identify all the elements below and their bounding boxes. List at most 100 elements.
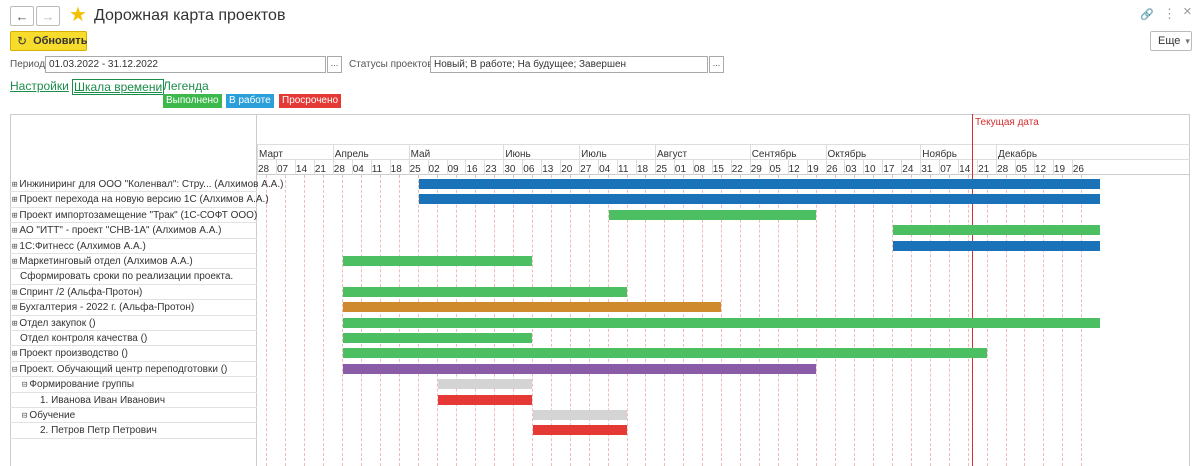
- day-label: 19: [807, 164, 819, 175]
- task-name: 1С:Фитнесс (Алхимов А.А.): [19, 240, 146, 252]
- header-divider: [257, 159, 1190, 160]
- task-name: Инжиниринг для ООО "Коленвал": Стру... (…: [19, 179, 284, 190]
- expand-toggle-icon[interactable]: ⊞: [12, 303, 18, 314]
- day-separator: [636, 159, 637, 175]
- status-field[interactable]: Новый; В работе; На будущее; Завершен: [430, 56, 708, 73]
- day-label: 30: [504, 164, 516, 175]
- task-row-label[interactable]: ⊞ Маркетинговый отдел (Алхимов А.А.): [12, 254, 193, 269]
- expand-toggle-icon[interactable]: ⊞: [12, 195, 18, 206]
- task-row-label[interactable]: ⊟ Обучение: [22, 408, 75, 423]
- chevron-down-icon: ▾: [1185, 35, 1190, 46]
- task-list-column: [10, 114, 257, 466]
- expand-toggle-icon[interactable]: ⊞: [12, 180, 18, 190]
- day-label: 11: [371, 164, 383, 175]
- month-separator: [503, 144, 505, 159]
- day-separator: [977, 159, 979, 175]
- expand-toggle-icon[interactable]: ⊟: [12, 364, 18, 375]
- task-row-label[interactable]: Отдел контроля качества (): [20, 331, 147, 346]
- day-separator: [484, 159, 486, 175]
- expand-toggle-icon[interactable]: ⊞: [12, 287, 18, 298]
- task-row-label[interactable]: ⊞ АО "ИТТ" - проект "СНВ-1А" (Алхимов А.А…: [12, 223, 222, 238]
- day-separator: [939, 159, 941, 175]
- back-button[interactable]: ←: [10, 6, 34, 26]
- row-divider: [10, 222, 257, 224]
- day-label: 21: [978, 164, 990, 175]
- timescale-link[interactable]: Шкала времени: [72, 79, 165, 95]
- day-label: 18: [637, 164, 649, 175]
- task-row-label[interactable]: ⊞ Бухгалтерия - 2022 г. (Альфа-Протон): [12, 300, 194, 315]
- month-separator: [332, 144, 334, 159]
- day-label: 08: [693, 164, 705, 175]
- expand-toggle-icon[interactable]: ⊞: [12, 349, 18, 360]
- day-gridline: [304, 175, 306, 466]
- day-label: 07: [276, 164, 289, 175]
- task-row-label[interactable]: ⊟ Формирование группы: [22, 377, 134, 392]
- expand-toggle-icon[interactable]: ⊞: [12, 241, 18, 252]
- task-name: Маркетинговый отдел (Алхимов А.А.): [19, 256, 193, 267]
- task-row-label[interactable]: ⊟ Проект. Обучающий центр переподготовки …: [12, 362, 227, 377]
- period-field[interactable]: 01.03.2022 - 31.12.2022: [45, 56, 326, 73]
- legend-in-progress-badge: В работе: [226, 94, 274, 108]
- day-separator: [692, 159, 694, 175]
- day-label: 03: [845, 164, 857, 175]
- day-label: 12: [788, 164, 800, 175]
- day-label: 14: [295, 164, 308, 175]
- day-separator: [465, 159, 467, 175]
- favorite-star-icon[interactable]: ★: [69, 4, 87, 26]
- more-button[interactable]: Еще ▾: [1150, 31, 1192, 51]
- gantt-bar: [438, 379, 532, 390]
- month-separator: [257, 144, 258, 159]
- task-row-label[interactable]: ⊞ Спринт /2 (Альфа-Протон): [12, 285, 142, 300]
- header-divider: [257, 174, 1190, 175]
- month-label: Октябрь: [827, 149, 867, 160]
- task-row-label[interactable]: 2. Петров Петр Петрович: [40, 423, 157, 438]
- expand-toggle-icon[interactable]: ⊞: [12, 210, 18, 221]
- day-label: 28: [258, 164, 270, 175]
- close-icon[interactable]: ×: [1183, 3, 1192, 20]
- day-separator: [749, 159, 751, 175]
- task-row-label[interactable]: Сформировать сроки по реализации проекта…: [20, 269, 233, 284]
- day-label: 19: [1053, 164, 1066, 175]
- task-row-label[interactable]: 1. Иванова Иван Иванович: [40, 393, 165, 408]
- task-row-label[interactable]: ⊞ Инжиниринг для ООО "Коленвал": Стру... …: [12, 177, 283, 192]
- settings-link[interactable]: Настройки: [10, 79, 69, 93]
- day-separator: [958, 159, 960, 175]
- status-select-button[interactable]: ...: [709, 56, 724, 73]
- task-name: Сформировать сроки по реализации проекта…: [20, 271, 234, 283]
- expand-toggle-icon[interactable]: ⊟: [22, 380, 28, 391]
- period-label: Период:: [10, 59, 48, 70]
- period-select-button[interactable]: ...: [327, 56, 342, 73]
- task-name: 2. Петров Петр Петрович: [40, 425, 157, 437]
- row-divider: [10, 253, 257, 254]
- expand-toggle-icon[interactable]: ⊞: [12, 318, 18, 329]
- expand-toggle-icon[interactable]: ⊞: [12, 257, 18, 267]
- day-label: 01: [674, 164, 687, 175]
- task-row-label[interactable]: ⊞ 1С:Фитнесс (Алхимов А.А.): [12, 239, 146, 254]
- refresh-button[interactable]: ↻ Обновить: [10, 31, 87, 51]
- row-divider: [10, 345, 257, 347]
- month-label: Июнь: [505, 149, 531, 160]
- day-label: 16: [466, 164, 478, 175]
- day-label: 11: [618, 164, 629, 175]
- status-label: Статусы проектов:: [349, 59, 436, 70]
- task-name: 1. Иванова Иван Иванович: [40, 394, 166, 406]
- day-label: 24: [902, 164, 914, 175]
- day-label: 26: [826, 164, 838, 175]
- day-separator: [617, 159, 619, 175]
- forward-button[interactable]: →: [36, 6, 60, 26]
- menu-dots-icon[interactable]: ⋮: [1163, 6, 1176, 21]
- today-line: [972, 114, 973, 466]
- day-separator: [806, 159, 808, 175]
- task-row-label[interactable]: ⊞ Отдел закупок (): [12, 316, 96, 331]
- month-separator: [996, 144, 998, 159]
- expand-toggle-icon[interactable]: ⊟: [22, 411, 28, 421]
- task-row-label[interactable]: ⊞ Проект перехода на новую версию 1С (Алх…: [12, 192, 269, 207]
- expand-toggle-icon[interactable]: ⊞: [12, 226, 18, 237]
- task-row-label[interactable]: ⊞ Проект производство (): [12, 346, 128, 361]
- month-separator: [579, 144, 581, 159]
- task-row-label[interactable]: ⊞ Проект импортозамещение "Трак" (1С-СОФТ…: [12, 208, 257, 223]
- link-icon[interactable]: 🔗: [1140, 9, 1154, 21]
- day-gridline: [323, 175, 325, 466]
- day-label: 20: [561, 164, 573, 175]
- task-name: Бухгалтерия - 2022 г. (Альфа-Протон): [19, 302, 195, 314]
